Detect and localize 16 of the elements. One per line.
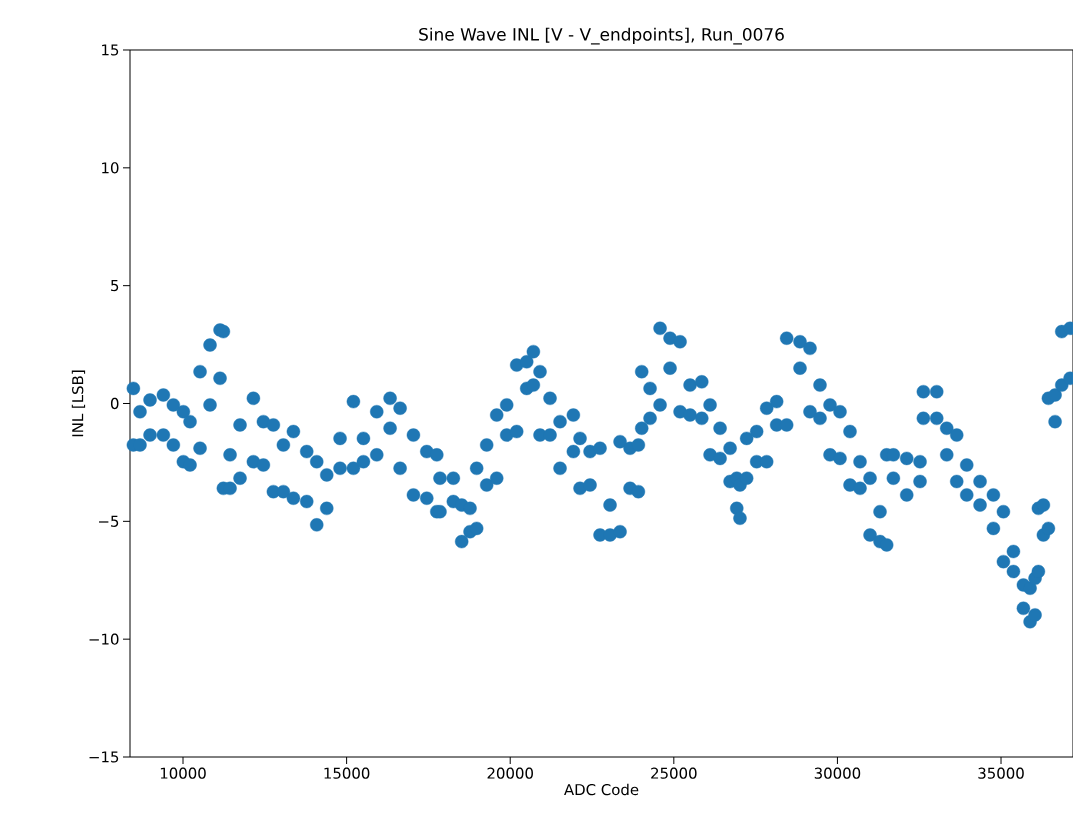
x-tick-label: 20000 — [487, 767, 533, 779]
y-tick-label: 0 — [110, 397, 119, 410]
x-axis-title: ADC Code — [564, 783, 639, 796]
x-tick-label: 10000 — [160, 767, 206, 779]
x-tick-label: 25000 — [651, 767, 697, 779]
y-tick-label: −15 — [89, 751, 119, 763]
y-tick-label: 5 — [111, 280, 119, 292]
chart-title: Sine Wave INL [V - V_endpoints], Run_0076 — [419, 27, 784, 45]
y-tick-label: −5 — [99, 515, 119, 527]
y-tick-label: 10 — [102, 162, 119, 174]
x-tick-label: 15000 — [324, 767, 370, 779]
y-axis-title: INL [LSB] — [71, 370, 86, 437]
y-tick-label: 15 — [102, 44, 119, 56]
y-tick-label: −10 — [89, 633, 119, 645]
x-tick-label: 35000 — [978, 767, 1024, 779]
x-tick-label: 30000 — [814, 767, 861, 779]
